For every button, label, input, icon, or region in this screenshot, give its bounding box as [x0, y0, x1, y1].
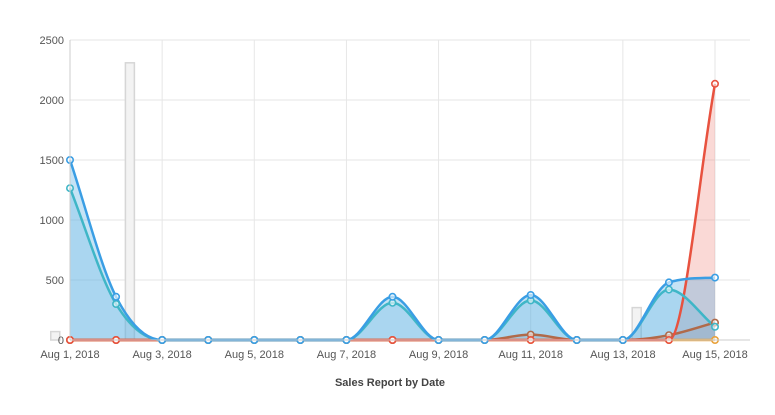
bar: [124, 62, 136, 341]
x-tick-label: Aug 9, 2018: [409, 349, 468, 361]
series-area: [70, 188, 715, 340]
series-area: [70, 160, 715, 340]
y-tick-label: 0: [58, 335, 64, 347]
x-tick-label: Aug 7, 2018: [317, 349, 376, 361]
y-tick-label: 1000: [40, 215, 64, 227]
series-points: [66, 79, 719, 344]
bar: [50, 330, 61, 341]
y-tick-label: 500: [46, 275, 64, 287]
data-point: [112, 292, 121, 301]
data-point: [710, 273, 719, 282]
x-tick-label: Aug 15, 2018: [682, 349, 747, 361]
data-point: [664, 278, 673, 287]
x-tick-label: Aug 13, 2018: [590, 349, 655, 361]
grid: [69, 39, 750, 341]
x-tick-label: Aug 11, 2018: [498, 349, 563, 361]
x-tick-label: Aug 3, 2018: [132, 349, 191, 361]
data-point: [664, 285, 673, 294]
y-tick-label: 2500: [40, 35, 64, 47]
data-point: [526, 290, 535, 299]
data-point: [112, 299, 121, 308]
y-tick-label: 2000: [40, 95, 64, 107]
x-axis-title: Sales Report by Date: [335, 377, 445, 389]
data-point: [710, 322, 719, 331]
data-point: [388, 292, 397, 301]
y-tick-label: 1500: [40, 155, 64, 167]
data-point: [710, 79, 719, 88]
x-tick-label: Aug 1, 2018: [40, 349, 99, 361]
axes: 0 500 1000 1500 2000 2500 Aug 1, 2018 Aug 3, 20…: [40, 35, 750, 361]
x-tick-label: Aug 5, 2018: [225, 349, 284, 361]
